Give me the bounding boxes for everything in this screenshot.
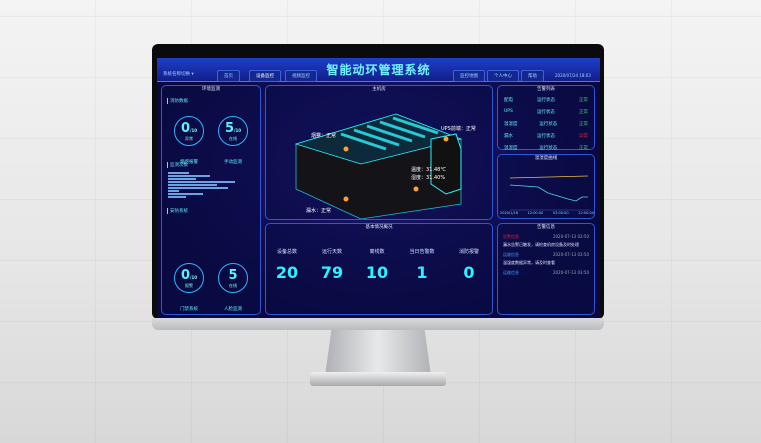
- alert-item[interactable]: 运维信息 2020-07-13 03:50 温湿度数据异常，请及时查看: [498, 250, 594, 268]
- chart-panel: 温湿度曲线 2020/1/18 12:00:00 03:00:00 12:00:00: [497, 154, 595, 219]
- left-panel: 环境监测 消防数据 0/10 异常 5/10 在线 烟感报警 手动监测 监测次数 安…: [161, 85, 261, 315]
- status-name: 温湿度: [504, 122, 518, 127]
- nav-home[interactable]: 首页: [217, 70, 240, 82]
- monitor-bar: [168, 184, 217, 186]
- series-humidity: [509, 184, 588, 202]
- nav-device[interactable]: 设备监控: [249, 70, 281, 82]
- panel-title: 告警列表: [537, 87, 555, 92]
- alerts-panel: 告警信息 告警信息 2020-07-13 03:50 漏水告警已触发，请检查机房设备…: [497, 223, 595, 315]
- status-panel: 告警列表 配电 运行状态 正常 UPS 运行状态 正常 温湿度 运行状态 正常 漏水 运行状态 异常温…: [497, 85, 595, 151]
- callout-smoke: 烟雾：正常: [311, 133, 337, 139]
- monitor-stand: [325, 330, 431, 376]
- fire-label-smoke: 烟感报警: [180, 160, 198, 165]
- summary-panel: 基本情况概况: [265, 223, 493, 315]
- monitor-foot: [310, 372, 446, 386]
- security-ring-online: 5 在线: [218, 263, 248, 293]
- monitor-bar: [168, 187, 228, 189]
- security-section-title: 安防系统: [167, 208, 260, 214]
- status-state: 运行状态: [537, 98, 555, 103]
- status-row: 温湿度 运行状态 正常: [498, 118, 594, 130]
- fire-section-title: 消防数据: [167, 98, 260, 104]
- status-row: 温湿度 运行状态 正常: [498, 142, 594, 154]
- nav-video[interactable]: 视频监控: [285, 70, 317, 82]
- status-state: 运行状态: [539, 122, 558, 127]
- status-name: 配电: [504, 98, 513, 103]
- metric-daily-alarms: 当日告警数 1: [409, 249, 435, 282]
- series-temperature: [509, 175, 589, 179]
- monitor-bar: [168, 172, 189, 174]
- fire-label-manual: 手动监测: [224, 160, 242, 165]
- panel-title: 基本情况概况: [365, 225, 393, 230]
- alert-text: 温湿度数据异常，请及时查看: [503, 260, 555, 265]
- metric-device-total: 设备总数 20: [275, 249, 299, 282]
- system-switch[interactable]: 系统名称切换 ▾: [163, 72, 194, 77]
- monitor-bar: [168, 181, 235, 183]
- callout-temperature: 温度：31.48℃: [411, 167, 446, 173]
- status-row: 配电 运行状态 正常: [498, 94, 594, 106]
- monitor-bar: [168, 196, 186, 198]
- fire-ring-online: 5/10 在线: [218, 116, 248, 146]
- fire-ring-abnormal: 0/10 异常: [174, 116, 204, 146]
- status-name: 漏水: [504, 134, 513, 139]
- status-row: UPS 运行状态 正常: [498, 106, 594, 118]
- status-result: 正常: [579, 98, 588, 103]
- alert-tag: 运维信息: [503, 270, 519, 275]
- nav-map[interactable]: 监控地图: [453, 70, 485, 82]
- monitor-chin: [152, 318, 604, 330]
- alert-time: 2020-07-13 03:50: [552, 252, 589, 257]
- datetime: 2020/07/24 18:03: [555, 73, 591, 78]
- panel-title: 温湿度曲线: [534, 156, 558, 161]
- status-state: 运行状态: [536, 110, 555, 115]
- monitor-bar: [168, 190, 179, 192]
- metric-offline: 离线数 10: [365, 249, 389, 282]
- status-row: 漏水 运行状态 异常: [498, 130, 594, 142]
- status-result: 正常: [579, 122, 588, 127]
- temp-humidity-chart: [509, 175, 590, 211]
- metric-running-days: 运行天数 79: [320, 249, 344, 282]
- nav-help[interactable]: 帮助: [521, 70, 544, 82]
- status-state: 运行状态: [539, 146, 558, 151]
- status-result: 正常: [579, 146, 588, 151]
- dashboard-screen: 系统名称切换 ▾ 首页 设备监控 视频监控 智能动环管理系统 监控地图 个人中心…: [157, 58, 600, 318]
- alert-item[interactable]: 告警信息 2020-07-13 03:50 漏水告警已触发，请检查机房设备及时处理: [498, 232, 594, 250]
- panel-title: 告警信息: [537, 225, 555, 230]
- alert-text: 漏水告警已触发，请检查机房设备及时处理: [503, 242, 579, 247]
- alert-time: 2020-07-13 03:50: [552, 234, 589, 239]
- chart-xticks: 2020/1/18 12:00:00 03:00:00 12:00:00: [500, 211, 594, 215]
- status-result: 正常: [579, 110, 588, 115]
- panel-title: 环境监测: [202, 87, 220, 92]
- security-label-face: 人脸监测: [224, 307, 242, 312]
- security-ring-alarm: 0/10 报警: [174, 263, 204, 293]
- nav-profile[interactable]: 个人中心: [487, 70, 519, 82]
- alert-tag: 运维信息: [503, 252, 519, 257]
- monitor-section-title: 监测次数: [167, 162, 260, 168]
- page-title: 智能动环管理系统: [326, 63, 431, 77]
- monitor-bar: [168, 175, 210, 177]
- monitor-bar-chart: [157, 172, 240, 198]
- panel-title: 主机房: [372, 87, 386, 92]
- status-name: 温湿度: [504, 146, 518, 151]
- monitor-bar: [168, 193, 203, 195]
- metric-fire-alarm: 消防报警 0: [458, 249, 479, 282]
- status-state: 运行状态: [537, 134, 555, 139]
- status-result: 异常: [579, 134, 588, 139]
- server-room-3d: [294, 113, 463, 220]
- alert-tag: 告警信息: [503, 234, 519, 239]
- callout-ups: UPS前端：正常: [441, 126, 476, 132]
- header: 系统名称切换 ▾ 首页 设备监控 视频监控 智能动环管理系统 监控地图 个人中心…: [157, 58, 600, 82]
- security-label-door: 门禁系统: [180, 307, 198, 312]
- center-3d-panel: 主机房 烟雾：正常 UPS前端：正常 温度：31.48℃ 湿度：31.40% 漏…: [265, 85, 493, 220]
- alert-item[interactable]: 运维信息 2020-07-13 03:50: [498, 268, 594, 280]
- status-name: UPS: [504, 109, 513, 114]
- monitor-bar: [168, 178, 196, 180]
- callout-leak: 漏水：正常: [306, 208, 332, 214]
- alert-time: 2020-07-13 03:50: [552, 270, 589, 275]
- callout-humidity: 湿度：31.40%: [411, 175, 446, 181]
